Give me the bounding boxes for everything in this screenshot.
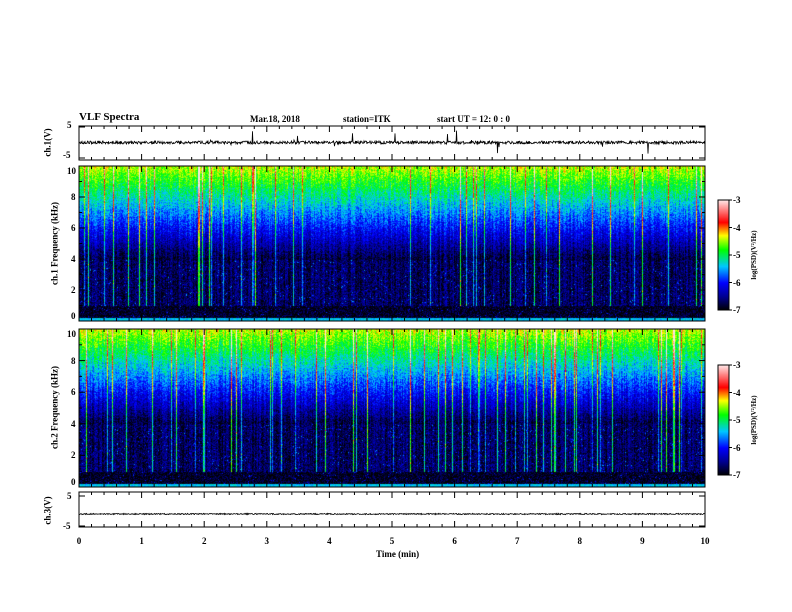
y-tick-label: 2: [71, 286, 76, 295]
y-tick-label: 8: [71, 193, 76, 202]
y-tick-label: 4: [71, 255, 76, 264]
colorbar-tick-label: -4: [733, 389, 741, 398]
x-tick-label: 8: [578, 537, 583, 546]
y-tick-label: 5: [67, 492, 72, 501]
colorbar-tick-label: -7: [733, 471, 741, 480]
colorbar-tick-label: -3: [733, 361, 741, 370]
y-tick-label: 4: [71, 420, 76, 429]
cb1-label: log(PSD)(V²/Hz): [750, 207, 758, 303]
colorbar-tick-label: -3: [733, 196, 741, 205]
x-tick-label: 3: [265, 537, 270, 546]
y-tick-label: 5: [67, 121, 72, 130]
spec2-ylabel: ch.2 Frequency (kHz): [51, 343, 60, 473]
spec1-ylabel: ch.1 Frequency (kHz): [51, 179, 60, 309]
x-tick-label: 10: [701, 537, 710, 546]
y-tick-label: 10: [67, 167, 76, 176]
y-tick-label: -5: [63, 151, 71, 160]
colorbar-tick-label: -7: [733, 306, 741, 315]
y-tick-label: 0: [71, 478, 76, 487]
colorbar-frame: [718, 200, 729, 310]
colorbar-tick-label: -6: [733, 279, 741, 288]
ch1-ylabel: ch.1(V): [44, 123, 53, 163]
waveform-trace: [79, 513, 705, 514]
y-tick-label: 10: [67, 330, 76, 339]
panel-frame: [79, 166, 705, 321]
y-tick-label: 6: [71, 224, 76, 233]
x-tick-label: 9: [640, 537, 645, 546]
colorbar-tick-label: -5: [733, 251, 741, 260]
x-tick-label: 2: [202, 537, 207, 546]
x-axis-label: Time (min): [376, 550, 419, 559]
x-tick-label: 0: [77, 537, 82, 546]
panel-frame: [79, 329, 705, 487]
y-tick-label: 2: [71, 451, 76, 460]
x-tick-label: 1: [139, 537, 144, 546]
x-tick-label: 4: [327, 537, 332, 546]
y-tick-label: 0: [71, 312, 76, 321]
x-tick-label: 7: [515, 537, 520, 546]
y-tick-label: -5: [63, 522, 71, 531]
vlf-spectra-figure: VLF Spectra Mar.18, 2018 station=ITK sta…: [0, 0, 792, 612]
y-tick-label: 6: [71, 388, 76, 397]
cb2-label: log(PSD)(V²/Hz): [750, 372, 758, 468]
colorbar-tick-label: -5: [733, 416, 741, 425]
colorbar-tick-label: -4: [733, 224, 741, 233]
axes-layer: [0, 0, 792, 612]
colorbar-frame: [718, 365, 729, 475]
x-tick-label: 6: [452, 537, 457, 546]
x-tick-label: 5: [390, 537, 395, 546]
waveform-trace: [79, 131, 705, 154]
colorbar-tick-label: -6: [733, 444, 741, 453]
y-tick-label: 8: [71, 357, 76, 366]
ch3-ylabel: ch.3(V): [44, 491, 53, 531]
